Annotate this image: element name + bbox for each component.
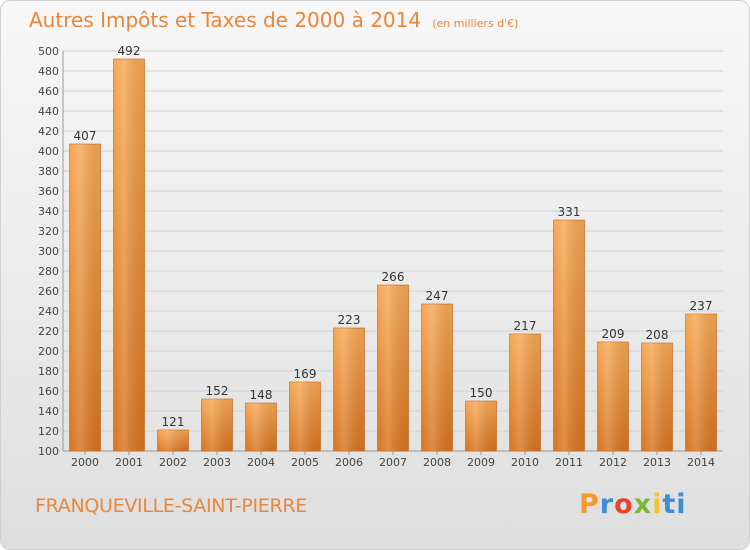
x-tick-label-2013: 2013 xyxy=(643,456,671,469)
y-tick-label: 400 xyxy=(38,145,59,158)
axis-layer: 100 120 140 160 180 200 220 240 260 280 300 320 340 3… xyxy=(38,45,723,458)
value-label-2007: 266 xyxy=(382,270,405,284)
y-tick-label: 480 xyxy=(38,65,59,78)
bar-shine-2001 xyxy=(113,59,145,451)
y-tick-label: 500 xyxy=(38,45,59,58)
bar-layer xyxy=(69,58,717,452)
x-tick-label-2001: 2001 xyxy=(115,456,143,469)
x-tick-label-2010: 2010 xyxy=(511,456,539,469)
x-tick-label-2002: 2002 xyxy=(159,456,187,469)
y-tick-label: 420 xyxy=(38,125,59,138)
brand-logo: Proxiti xyxy=(579,489,687,520)
x-tick-label-2011: 2011 xyxy=(555,456,583,469)
chart-title: Autres Impôts et Taxes de 2000 à 2014 xyxy=(29,8,422,32)
x-tick-label-2007: 2007 xyxy=(379,456,407,469)
x-tick-label-2004: 2004 xyxy=(247,456,275,469)
y-tick-label: 140 xyxy=(38,405,59,418)
bar-shine-2006 xyxy=(333,328,365,451)
x-tick-label-2005: 2005 xyxy=(291,456,319,469)
bar-shine-2002 xyxy=(157,430,189,451)
value-label-2003: 152 xyxy=(206,384,229,398)
value-label-2012: 209 xyxy=(602,327,625,341)
x-tick-label-2000: 2000 xyxy=(71,456,99,469)
bar-shine-2005 xyxy=(289,382,321,451)
y-tick-label: 440 xyxy=(38,105,59,118)
value-label-2010: 217 xyxy=(514,319,537,333)
value-label-2001: 492 xyxy=(118,44,141,58)
y-tick-label: 260 xyxy=(38,285,59,298)
y-tick-label: 460 xyxy=(38,85,59,98)
bar-shine-2000 xyxy=(69,144,101,451)
bar-shine-2003 xyxy=(201,399,233,451)
y-tick-label: 180 xyxy=(38,365,59,378)
x-tick-label-2008: 2008 xyxy=(423,456,451,469)
value-label-2008: 247 xyxy=(426,289,449,303)
y-tick-label: 200 xyxy=(38,345,59,358)
label-layer: 407 2000 492 2001 121 2002 152 2003 148 2004 169 20… xyxy=(71,44,715,469)
bar-shine-2008 xyxy=(421,304,453,451)
y-tick-label: 380 xyxy=(38,165,59,178)
value-label-2011: 331 xyxy=(558,205,581,219)
value-label-2002: 121 xyxy=(162,415,185,429)
x-tick-label-2006: 2006 xyxy=(335,456,363,469)
y-tick-label: 340 xyxy=(38,205,59,218)
x-tick-label-2009: 2009 xyxy=(467,456,495,469)
y-tick-label: 240 xyxy=(38,305,59,318)
bar-shine-2013 xyxy=(641,343,673,451)
chart-unit: (en milliers d'€) xyxy=(432,17,519,30)
title-row: Autres Impôts et Taxes de 2000 à 2014 (e… xyxy=(29,8,518,32)
bar-shine-2009 xyxy=(465,401,497,451)
bar-shine-2004 xyxy=(245,403,277,451)
y-tick-label: 280 xyxy=(38,265,59,278)
value-label-2013: 208 xyxy=(646,328,669,342)
value-label-2006: 223 xyxy=(338,313,361,327)
x-tick-label-2012: 2012 xyxy=(599,456,627,469)
y-tick-label: 120 xyxy=(38,425,59,438)
value-label-2004: 148 xyxy=(250,388,273,402)
value-label-2009: 150 xyxy=(470,386,493,400)
town-name: FRANQUEVILLE-SAINT-PIERRE xyxy=(35,495,307,517)
y-tick-label: 300 xyxy=(38,245,59,258)
value-label-2005: 169 xyxy=(294,367,317,381)
bar-shine-2012 xyxy=(597,342,629,451)
bar-shine-2014 xyxy=(685,314,717,451)
y-tick-label: 160 xyxy=(38,385,59,398)
y-tick-label: 220 xyxy=(38,325,59,338)
bar-shine-2007 xyxy=(377,285,409,451)
y-tick-label: 100 xyxy=(38,445,59,458)
value-label-2000: 407 xyxy=(74,129,97,143)
y-tick-label: 320 xyxy=(38,225,59,238)
x-tick-label-2003: 2003 xyxy=(203,456,231,469)
bar-shine-2011 xyxy=(553,220,585,451)
y-tick-label: 360 xyxy=(38,185,59,198)
value-label-2014: 237 xyxy=(690,299,713,313)
bar-shine-2010 xyxy=(509,334,541,451)
x-tick-label-2014: 2014 xyxy=(687,456,715,469)
